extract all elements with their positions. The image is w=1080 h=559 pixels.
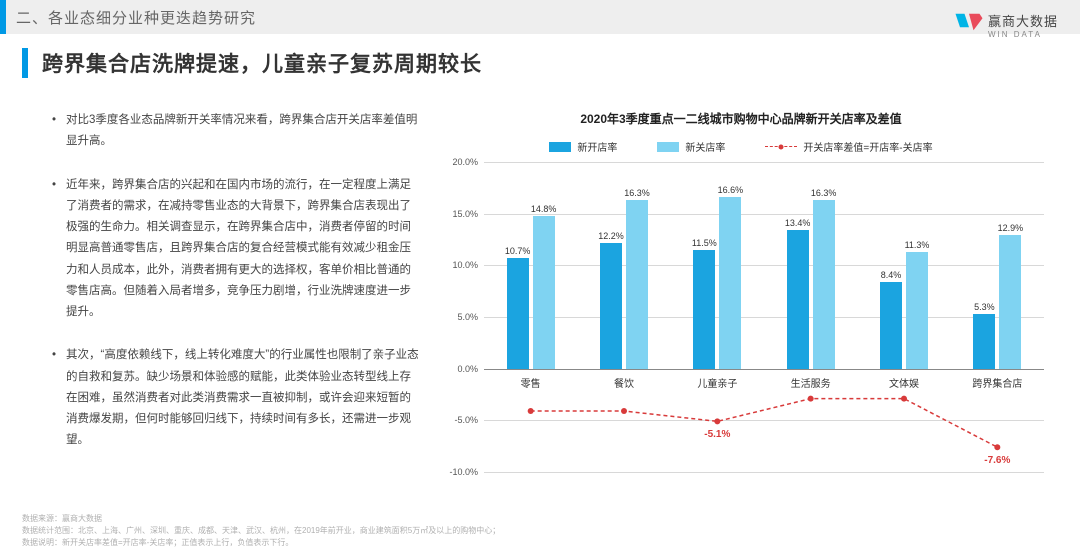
logo-text-en: WIN DATA bbox=[988, 30, 1058, 39]
brand-logo: 赢商大数据 WIN DATA bbox=[954, 10, 1058, 39]
bullet-item: • 近年来，跨界集合店的兴起和在国内市场的流行，在一定程度上满足了消费者的需求，… bbox=[52, 175, 420, 324]
bullet-text: 近年来，跨界集合店的兴起和在国内市场的流行，在一定程度上满足了消费者的需求，在减… bbox=[66, 175, 420, 324]
bullet-item: • 其次，“高度依赖线下，线上转化难度大”的行业属性也限制了亲子业态的自救和复苏… bbox=[52, 345, 420, 451]
text-column: • 对比3季度各业态品牌新开关率情况来看，跨界集合店开关店率差值明显升高。 • … bbox=[0, 110, 440, 474]
title-accent-bar bbox=[22, 48, 28, 78]
logo-text-cn: 赢商大数据 bbox=[988, 11, 1058, 30]
legend-label: 开关店率差值=开店率-关店率 bbox=[803, 139, 932, 154]
legend-label: 新开店率 bbox=[577, 139, 617, 154]
accent-bar bbox=[0, 0, 6, 34]
bullet-dot: • bbox=[52, 175, 56, 324]
diff-value-label: -5.1% bbox=[704, 429, 730, 440]
footnotes: 数据来源：赢商大数据 数据统计范围：北京、上海、广州、深圳、重庆、成都、天津、武… bbox=[22, 513, 500, 549]
chart-column: 2020年3季度重点一二线城市购物中心品牌新开关店率及差值 新开店率 新关店率 … bbox=[440, 110, 1060, 474]
y-axis-label: -5.0% bbox=[454, 415, 478, 425]
chart-title: 2020年3季度重点一二线城市购物中心品牌新开关店率及差值 bbox=[440, 110, 1042, 127]
section-label: 二、各业态细分业种更迭趋势研究 bbox=[16, 7, 256, 28]
legend-label: 新关店率 bbox=[685, 139, 725, 154]
legend-item-series1: 新开店率 bbox=[549, 139, 617, 154]
y-axis-label: 20.0% bbox=[452, 157, 478, 167]
footnote-line: 数据说明：新开关店率差值=开店率-关店率；正值表示上行，负值表示下行。 bbox=[22, 537, 500, 549]
legend-swatch bbox=[549, 142, 571, 152]
y-axis-label: -10.0% bbox=[449, 467, 478, 477]
legend-line-swatch bbox=[765, 146, 797, 147]
y-axis-label: 5.0% bbox=[457, 312, 478, 322]
legend-item-series3: 开关店率差值=开店率-关店率 bbox=[765, 139, 932, 154]
gridline bbox=[484, 472, 1044, 473]
logo-icon bbox=[954, 10, 984, 39]
diff-line-layer bbox=[484, 162, 1044, 472]
bullet-dot: • bbox=[52, 110, 56, 153]
y-axis-label: 10.0% bbox=[452, 260, 478, 270]
legend-item-series2: 新关店率 bbox=[657, 139, 725, 154]
page-title-row: 跨界集合店洗牌提速，儿童亲子复苏周期较长 bbox=[22, 48, 1080, 78]
footnote-line: 数据统计范围：北京、上海、广州、深圳、重庆、成都、天津、武汉、杭州，在2019年… bbox=[22, 525, 500, 537]
chart-plot-area: -10.0%-5.0%0.0%5.0%10.0%15.0%20.0%10.7%1… bbox=[484, 162, 1042, 472]
page-title: 跨界集合店洗牌提速，儿童亲子复苏周期较长 bbox=[42, 48, 482, 78]
chart-legend: 新开店率 新关店率 开关店率差值=开店率-关店率 bbox=[440, 139, 1042, 154]
bullet-text: 对比3季度各业态品牌新开关率情况来看，跨界集合店开关店率差值明显升高。 bbox=[66, 110, 420, 153]
bullet-text: 其次，“高度依赖线下，线上转化难度大”的行业属性也限制了亲子业态的自救和复苏。缺… bbox=[66, 345, 420, 451]
footnote-line: 数据来源：赢商大数据 bbox=[22, 513, 500, 525]
bullet-item: • 对比3季度各业态品牌新开关率情况来看，跨界集合店开关店率差值明显升高。 bbox=[52, 110, 420, 153]
y-axis-label: 15.0% bbox=[452, 209, 478, 219]
section-header: 二、各业态细分业种更迭趋势研究 bbox=[0, 0, 1080, 34]
diff-value-label: -7.6% bbox=[984, 455, 1010, 466]
y-axis-label: 0.0% bbox=[457, 364, 478, 374]
legend-swatch bbox=[657, 142, 679, 152]
bullet-dot: • bbox=[52, 345, 56, 451]
